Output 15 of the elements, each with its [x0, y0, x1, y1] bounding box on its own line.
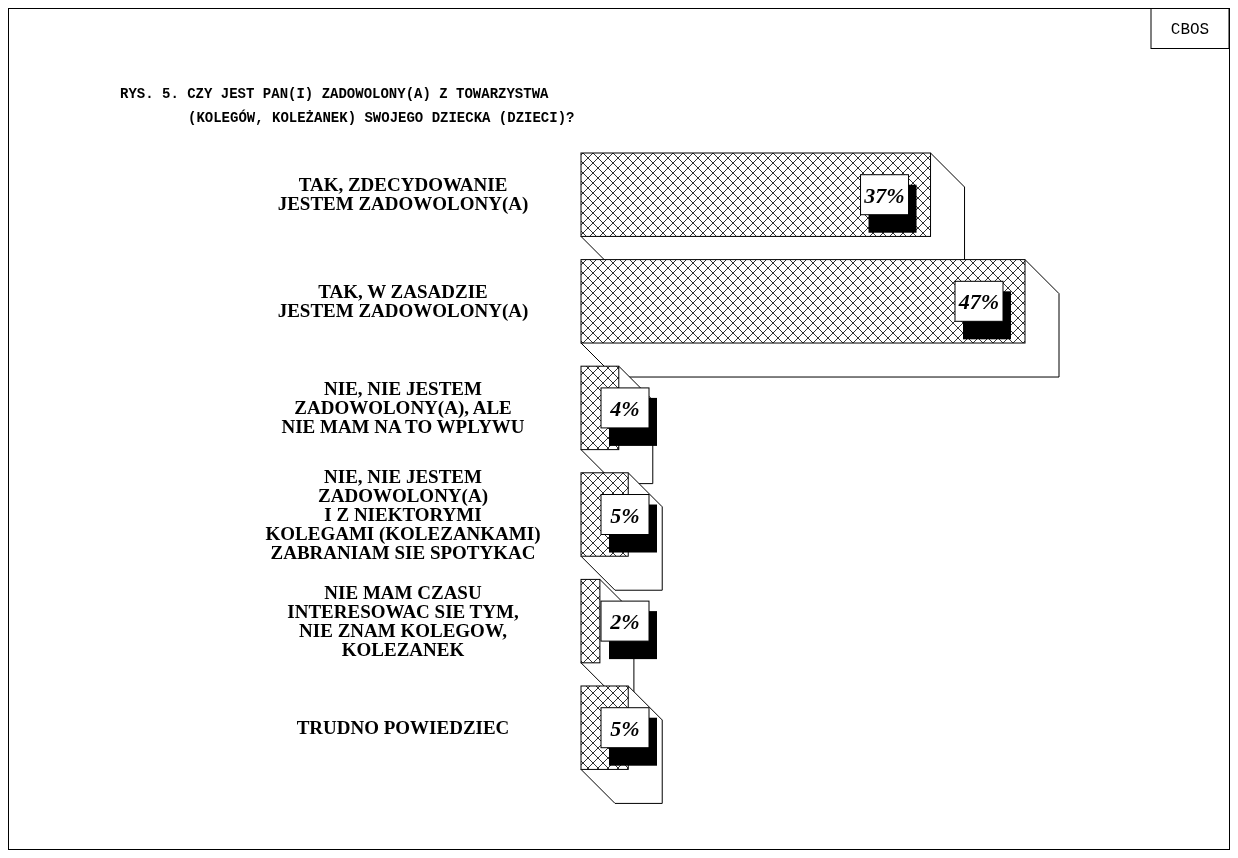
data-label: 5% [610, 502, 640, 528]
data-label: 2% [609, 609, 640, 635]
y-tick-label: TAK, W ZASADZIE JESTEM ZADOWOLONY(A) [277, 280, 529, 322]
data-label: 4% [609, 395, 640, 421]
y-tick-label: NIE MAM CZASU INTERESOWAC SIE TYM, NIE ZNAM KOLEGOW, KOLEZANEK [287, 581, 519, 660]
data-label: 37% [863, 182, 905, 208]
data-label: 5% [610, 715, 640, 741]
y-tick-label: NIE, NIE JESTEM ZADOWOLONY(A), ALE NIE MAM NA TO WPLYWU [281, 377, 525, 437]
y-tick-label: NIE, NIE JESTEM ZADOWOLONY(A) I Z NIEKTORYMI KOLEGAMI (KOLEZANKAMI) ZABRANIAM SIE SPOTYKAC [265, 465, 541, 563]
y-tick-label: TAK, ZDECYDOWANIE JESTEM ZADOWOLONY(A) [277, 174, 529, 216]
y-tick-label: TRUDNO POWIEDZIEC [296, 716, 510, 738]
data-label: 47% [957, 289, 1000, 315]
text: RYS. 5. CZY JEST PAN(I) ZADOWOLONY(A) Z TOWARZYSTWA (KOLEGÓW, KOLEŻANEK) SWOJEGO DZIECKA (DZIECI)? [120, 86, 575, 126]
text: CBOS [1170, 21, 1210, 39]
bar [580, 578, 601, 664]
